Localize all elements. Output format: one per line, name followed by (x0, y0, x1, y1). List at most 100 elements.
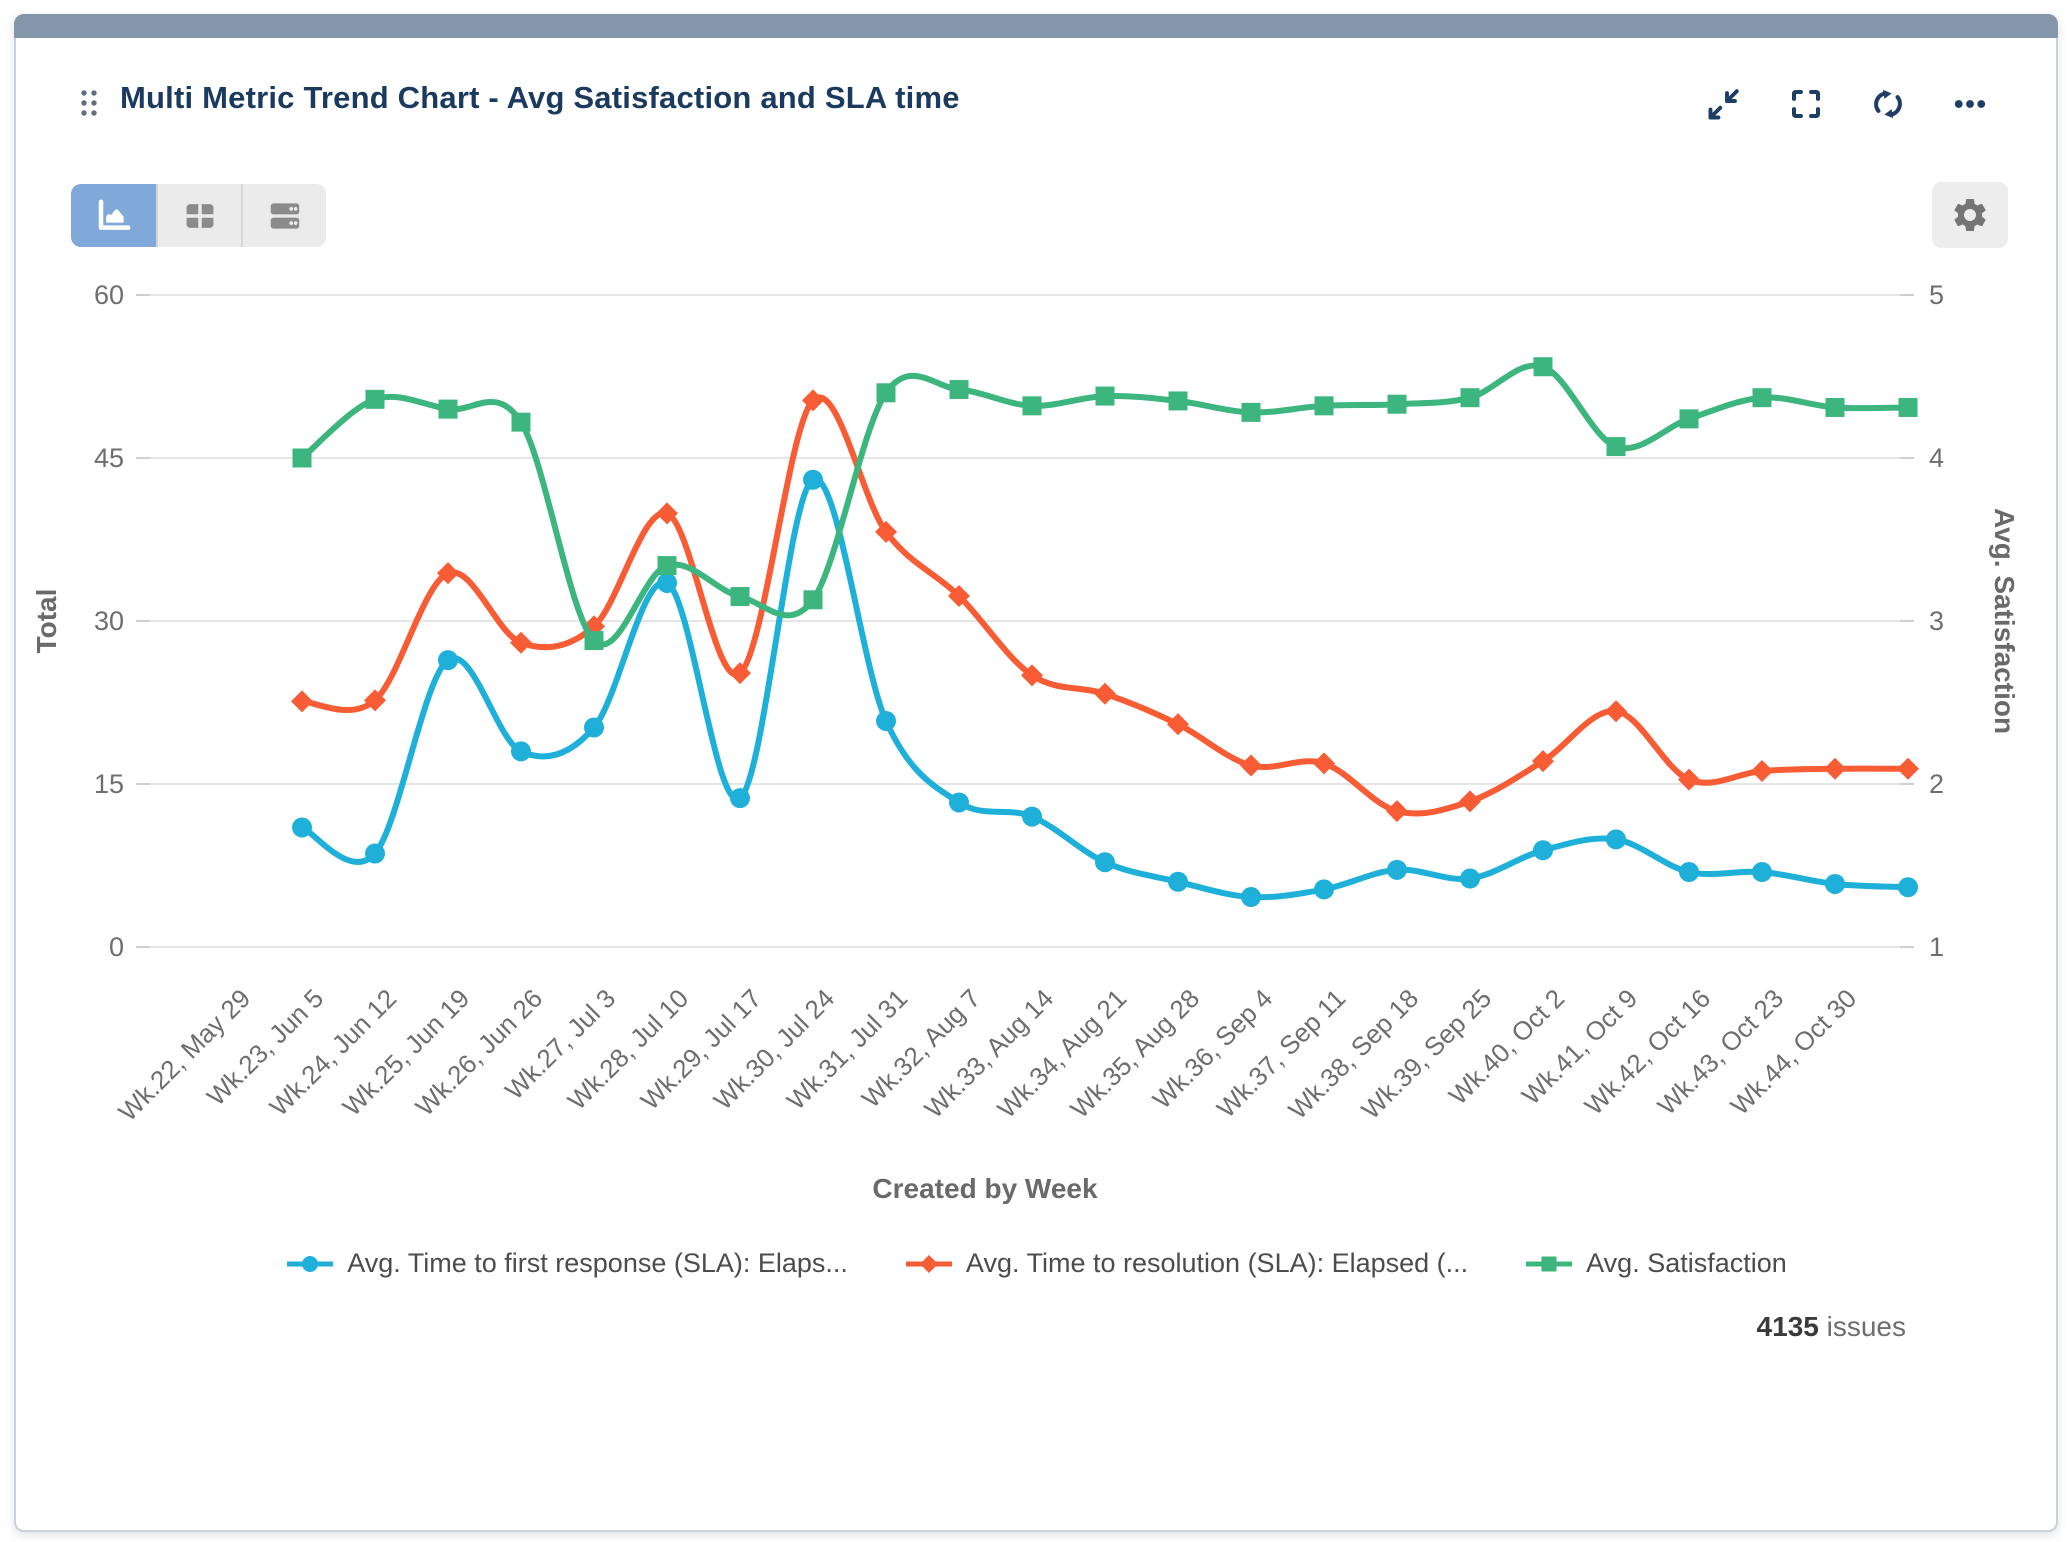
data-point-marker[interactable] (1167, 713, 1189, 736)
data-point-marker[interactable] (1241, 402, 1261, 422)
data-point-marker[interactable] (1021, 664, 1043, 687)
data-point-marker[interactable] (1606, 829, 1626, 850)
data-point-marker[interactable] (1022, 396, 1042, 416)
more-ellipsis-icon[interactable] (1952, 86, 1988, 122)
x-axis-label: Wk.25, Jun 19 (337, 983, 476, 1122)
legend-label: Avg. Time to first response (SLA): Elaps… (347, 1248, 848, 1278)
settings-gear-icon[interactable] (1932, 182, 2008, 248)
data-point-marker[interactable] (1241, 887, 1261, 908)
data-point-marker[interactable] (438, 399, 458, 419)
data-point-marker[interactable] (729, 662, 751, 685)
data-point-marker[interactable] (1460, 868, 1480, 889)
y-axis-left-label: 60 (94, 280, 124, 310)
data-point-marker[interactable] (1314, 396, 1334, 416)
data-point-marker[interactable] (1898, 877, 1918, 898)
data-point-marker[interactable] (876, 710, 896, 731)
x-axis-label: Wk.43, Oct 23 (1652, 983, 1790, 1121)
data-point-marker[interactable] (1168, 391, 1188, 411)
data-point-marker[interactable] (1240, 754, 1262, 777)
refresh-icon[interactable] (1870, 86, 1906, 122)
data-point-marker[interactable] (1095, 852, 1115, 873)
data-point-marker[interactable] (1751, 759, 1773, 782)
data-point-marker[interactable] (292, 817, 312, 838)
data-point-marker[interactable] (948, 585, 970, 608)
data-point-marker[interactable] (1825, 397, 1845, 417)
data-point-marker[interactable] (949, 792, 969, 813)
data-point-marker[interactable] (803, 590, 823, 610)
data-point-marker[interactable] (1459, 790, 1481, 813)
legend-item[interactable]: Avg. Time to first response (SLA): Elaps… (285, 1248, 848, 1279)
data-point-marker[interactable] (584, 717, 604, 738)
data-point-marker[interactable] (730, 788, 750, 809)
gadget-top-strip (14, 14, 2058, 38)
data-point-marker[interactable] (1533, 840, 1553, 861)
data-point-marker[interactable] (657, 572, 677, 593)
chart-legend: Avg. Time to first response (SLA): Elaps… (16, 1248, 2056, 1279)
data-point-marker[interactable] (1094, 682, 1116, 705)
drag-handle-icon[interactable] (78, 88, 100, 118)
data-point-marker[interactable] (1387, 859, 1407, 880)
data-point-marker[interactable] (1678, 768, 1700, 791)
data-point-marker[interactable] (438, 650, 458, 671)
data-point-marker[interactable] (1606, 437, 1626, 457)
data-point-marker[interactable] (437, 562, 459, 585)
x-axis-label: Wk.26, Jun 26 (410, 983, 549, 1122)
data-point-marker[interactable] (1752, 388, 1772, 408)
data-point-marker[interactable] (803, 469, 823, 490)
data-point-marker[interactable] (291, 690, 313, 713)
issues-count: 4135 issues (1757, 1311, 1906, 1343)
gadget-title: Multi Metric Trend Chart - Avg Satisfact… (120, 80, 960, 115)
data-point-marker[interactable] (365, 843, 385, 864)
data-point-marker[interactable] (1460, 388, 1480, 408)
legend-item[interactable]: Avg. Satisfaction (1524, 1248, 1787, 1279)
chart-view-button[interactable] (71, 184, 156, 247)
rows-view-button[interactable] (241, 184, 326, 247)
fullscreen-icon[interactable] (1788, 86, 1824, 122)
data-point-marker[interactable] (1532, 750, 1554, 773)
data-point-marker[interactable] (1168, 871, 1188, 892)
data-point-marker[interactable] (1533, 357, 1553, 377)
data-point-marker[interactable] (511, 412, 531, 432)
x-axis-label: Wk.39, Sep 25 (1355, 983, 1497, 1125)
data-point-marker[interactable] (1605, 700, 1627, 723)
y-axis-right-label: 2 (1929, 769, 1944, 799)
data-point-marker[interactable] (1313, 752, 1335, 775)
data-point-marker[interactable] (876, 383, 896, 403)
y-axis-left-title: Total (31, 589, 62, 654)
data-point-marker[interactable] (364, 689, 386, 712)
data-point-marker[interactable] (1824, 757, 1846, 780)
data-point-marker[interactable] (657, 556, 677, 576)
data-point-marker[interactable] (1387, 394, 1407, 414)
gadget-header: Multi Metric Trend Chart - Avg Satisfact… (16, 40, 2056, 150)
data-point-marker[interactable] (510, 631, 532, 654)
data-point-marker[interactable] (1679, 862, 1699, 883)
y-axis-left-label: 0 (109, 932, 124, 962)
data-point-marker[interactable] (730, 587, 750, 607)
data-point-marker[interactable] (1825, 873, 1845, 894)
data-point-marker[interactable] (656, 502, 678, 525)
data-point-marker[interactable] (1679, 409, 1699, 429)
x-axis-label: Wk.37, Sep 11 (1211, 983, 1351, 1123)
y-axis-right-label: 1 (1929, 932, 1944, 962)
collapse-icon[interactable] (1706, 86, 1742, 122)
data-point-marker[interactable] (584, 631, 604, 651)
data-point-marker[interactable] (292, 448, 312, 468)
data-point-marker[interactable] (1386, 800, 1408, 823)
legend-item[interactable]: Avg. Time to resolution (SLA): Elapsed (… (904, 1248, 1468, 1279)
data-point-marker[interactable] (1898, 397, 1918, 417)
table-view-button[interactable] (156, 184, 241, 247)
data-point-marker[interactable] (1022, 806, 1042, 827)
legend-marker-diamond (905, 1254, 952, 1273)
series-diamond (291, 389, 1919, 823)
data-point-marker[interactable] (1314, 879, 1334, 900)
data-point-marker[interactable] (802, 389, 824, 412)
y-axis-right-title: Avg. Satisfaction (1989, 508, 2020, 734)
data-point-marker[interactable] (1095, 386, 1115, 406)
data-point-marker[interactable] (511, 741, 531, 762)
data-point-marker[interactable] (875, 520, 897, 543)
data-point-marker[interactable] (365, 389, 385, 409)
data-point-marker[interactable] (1897, 757, 1919, 780)
data-point-marker[interactable] (1752, 862, 1772, 883)
data-point-marker[interactable] (949, 380, 969, 400)
